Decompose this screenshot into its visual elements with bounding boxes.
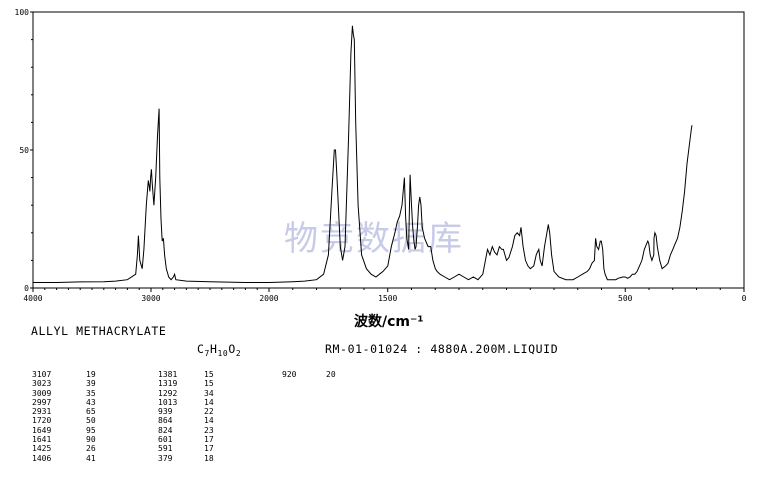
peak-intensity: 23	[204, 425, 214, 435]
peak-table-col3-wavenumbers: 920	[282, 370, 296, 379]
peak-wavenumber: 1013	[158, 397, 178, 407]
peak-table-col3-intensities: 20	[326, 370, 336, 379]
peak-wavenumber: 1720	[32, 416, 52, 426]
peak-intensity: 90	[86, 435, 96, 445]
formula-h: H	[209, 342, 218, 356]
peak-table-col1-intensities: 19 39 35 43 65 50 95 90 26 41	[86, 370, 96, 463]
peak-wavenumber: 920	[282, 370, 297, 379]
peak-intensity: 14	[204, 397, 214, 407]
peak-intensity: 17	[204, 435, 214, 445]
peak-wavenumber: 824	[158, 425, 173, 435]
peak-wavenumber: 1649	[32, 425, 52, 435]
peak-intensity: 19	[86, 370, 96, 379]
peak-wavenumber: 864	[158, 416, 173, 426]
peak-wavenumber: 939	[158, 407, 173, 417]
peak-intensity: 35	[86, 388, 96, 398]
peak-wavenumber: 2997	[32, 397, 52, 407]
formula-h-count: 10	[217, 349, 229, 358]
spectrum-line	[33, 25, 693, 283]
peak-wavenumber: 601	[158, 435, 173, 445]
peak-wavenumber: 3009	[32, 388, 52, 398]
x-tick-label: 3000	[141, 294, 160, 303]
peak-intensity: 65	[86, 407, 96, 417]
peak-intensity: 26	[86, 444, 96, 454]
peak-intensity: 95	[86, 425, 96, 435]
peak-intensity: 50	[86, 416, 96, 426]
peak-wavenumber: 1381	[158, 370, 178, 379]
peak-intensity: 17	[204, 444, 214, 454]
peak-intensity: 15	[204, 379, 214, 389]
molecular-formula: C7H10O2	[197, 342, 241, 358]
peak-wavenumber: 2931	[32, 407, 52, 417]
watermark: 物竞数据库	[284, 219, 464, 259]
peak-intensity: 20	[326, 370, 336, 379]
x-tick-label: 1500	[378, 294, 397, 303]
peak-wavenumber: 1292	[158, 388, 178, 398]
formula-o-count: 2	[235, 349, 242, 358]
peak-intensity: 39	[86, 379, 96, 389]
x-axis-label: 波数/cm⁻¹	[354, 313, 424, 330]
peak-intensity: 22	[204, 407, 214, 417]
x-tick-label: 500	[618, 294, 633, 303]
peak-table-col1-wavenumbers: 3107 3023 3009 2997 2931 1720 1649 1641 1425 1406	[32, 370, 51, 463]
peak-wavenumber: 1641	[32, 435, 52, 445]
formula-o: O	[228, 342, 236, 356]
peak-wavenumber: 3107	[32, 370, 52, 379]
x-tick-label: 4000	[23, 294, 42, 303]
peak-intensity: 43	[86, 397, 96, 407]
peak-wavenumber: 1319	[158, 379, 178, 389]
x-tick-label: 2000	[259, 294, 278, 303]
y-tick-label: 0	[24, 284, 29, 293]
peak-wavenumber: 1406	[32, 453, 52, 463]
axis-ticks	[30, 11, 745, 292]
y-tick-label: 100	[15, 8, 30, 17]
x-tick-label: 0	[742, 294, 747, 303]
formula-c: C	[197, 342, 205, 356]
spectrum-info: RM-01-01024 : 4880A.200M.LIQUID	[325, 342, 559, 356]
peak-wavenumber: 379	[158, 453, 173, 463]
y-tick-label: 50	[19, 146, 29, 155]
peak-intensity: 41	[86, 453, 96, 463]
peak-table-col2-intensities: 15 15 34 14 22 14 23 17 17 18	[204, 370, 214, 463]
peak-wavenumber: 3023	[32, 379, 52, 389]
peak-intensity: 18	[204, 453, 214, 463]
peak-wavenumber: 591	[158, 444, 173, 454]
peak-wavenumber: 1425	[32, 444, 52, 454]
peak-intensity: 34	[204, 388, 214, 398]
compound-name: ALLYL METHACRYLATE	[31, 324, 167, 338]
peak-intensity: 15	[204, 370, 214, 379]
peak-table-col2-wavenumbers: 1381 1319 1292 1013 939 864 824 601 591 379	[158, 370, 177, 463]
formula-c-count: 7	[204, 349, 210, 358]
peak-intensity: 14	[204, 416, 214, 426]
